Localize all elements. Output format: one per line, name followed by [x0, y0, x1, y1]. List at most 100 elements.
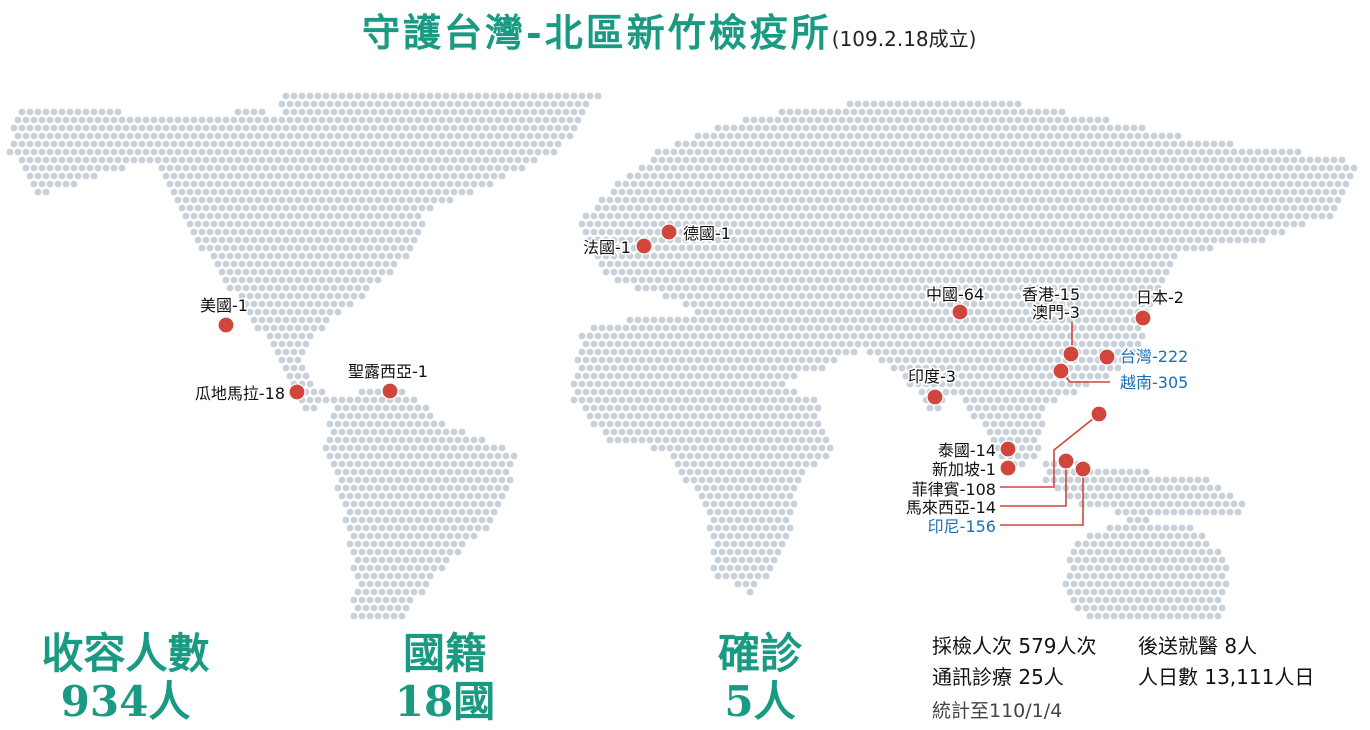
land-dot [862, 196, 870, 204]
land-dot [702, 308, 710, 316]
land-dot [354, 556, 362, 564]
land-dot [1182, 580, 1190, 588]
land-dot [1126, 340, 1134, 348]
land-dot [358, 212, 366, 220]
land-dot [610, 332, 618, 340]
land-dot [710, 180, 718, 188]
land-dot [970, 156, 978, 164]
land-dot [710, 452, 718, 460]
land-dot [1002, 348, 1010, 356]
land-dot [1114, 556, 1122, 564]
land-dot [630, 356, 638, 364]
land-dot [582, 388, 590, 396]
land-dot [590, 356, 598, 364]
land-dot [630, 324, 638, 332]
land-dot [238, 116, 246, 124]
land-dot [366, 436, 374, 444]
land-dot [826, 316, 834, 324]
land-dot [1042, 300, 1050, 308]
land-dot [486, 516, 494, 524]
land-dot [274, 140, 282, 148]
land-dot [650, 220, 658, 228]
land-dot [778, 316, 786, 324]
land-dot [726, 548, 734, 556]
land-dot [710, 292, 718, 300]
land-dot [278, 116, 286, 124]
land-dot [458, 156, 466, 164]
land-dot [1054, 324, 1062, 332]
land-dot [378, 572, 386, 580]
land-dot [1126, 324, 1134, 332]
land-dot [706, 220, 714, 228]
land-dot [618, 252, 626, 260]
land-dot [266, 268, 274, 276]
land-dot [418, 572, 426, 580]
land-dot [1090, 284, 1098, 292]
land-dot [386, 156, 394, 164]
land-dot [722, 140, 730, 148]
land-dot [714, 556, 722, 564]
land-dot [842, 220, 850, 228]
land-dot [1130, 236, 1138, 244]
land-dot [1086, 292, 1094, 300]
land-dot [414, 116, 422, 124]
land-dot [286, 244, 294, 252]
land-dot [1254, 196, 1262, 204]
land-dot [426, 124, 434, 132]
land-dot [706, 204, 714, 212]
land-dot [334, 164, 342, 172]
land-dot [74, 140, 82, 148]
land-dot [142, 132, 150, 140]
land-dot [970, 220, 978, 228]
land-dot [970, 316, 978, 324]
land-dot [730, 156, 738, 164]
land-dot [422, 164, 430, 172]
land-dot [1074, 476, 1082, 484]
land-dot [398, 436, 406, 444]
land-dot [374, 468, 382, 476]
land-dot [906, 140, 914, 148]
land-dot [886, 340, 894, 348]
land-dot [726, 372, 734, 380]
land-dot [346, 252, 354, 260]
land-dot [894, 228, 902, 236]
land-dot [722, 188, 730, 196]
land-dot [1206, 596, 1214, 604]
land-dot [442, 156, 450, 164]
land-dot [434, 428, 442, 436]
land-dot [774, 132, 782, 140]
land-dot [794, 364, 802, 372]
land-dot [282, 108, 290, 116]
land-dot [1094, 292, 1102, 300]
land-dot [878, 260, 886, 268]
land-dot [470, 468, 478, 476]
land-dot [406, 180, 414, 188]
land-dot [246, 196, 254, 204]
land-dot [122, 124, 130, 132]
land-dot [438, 548, 446, 556]
land-dot [490, 156, 498, 164]
land-dot [474, 444, 482, 452]
land-dot [958, 372, 966, 380]
land-dot [466, 172, 474, 180]
land-dot [906, 380, 914, 388]
land-dot [666, 396, 674, 404]
land-dot [1078, 548, 1086, 556]
land-dot [770, 380, 778, 388]
land-dot [1050, 108, 1058, 116]
land-dot [1054, 484, 1062, 492]
land-dot [202, 156, 210, 164]
land-dot [286, 372, 294, 380]
land-dot [226, 188, 234, 196]
land-dot [194, 156, 202, 164]
land-dot [1030, 324, 1038, 332]
land-dot [1086, 564, 1094, 572]
land-dot [974, 372, 982, 380]
land-dot [1110, 292, 1118, 300]
land-dot [242, 252, 250, 260]
land-dot [790, 372, 798, 380]
land-dot [770, 460, 778, 468]
land-dot [374, 100, 382, 108]
land-dot [682, 348, 690, 356]
land-dot [894, 116, 902, 124]
